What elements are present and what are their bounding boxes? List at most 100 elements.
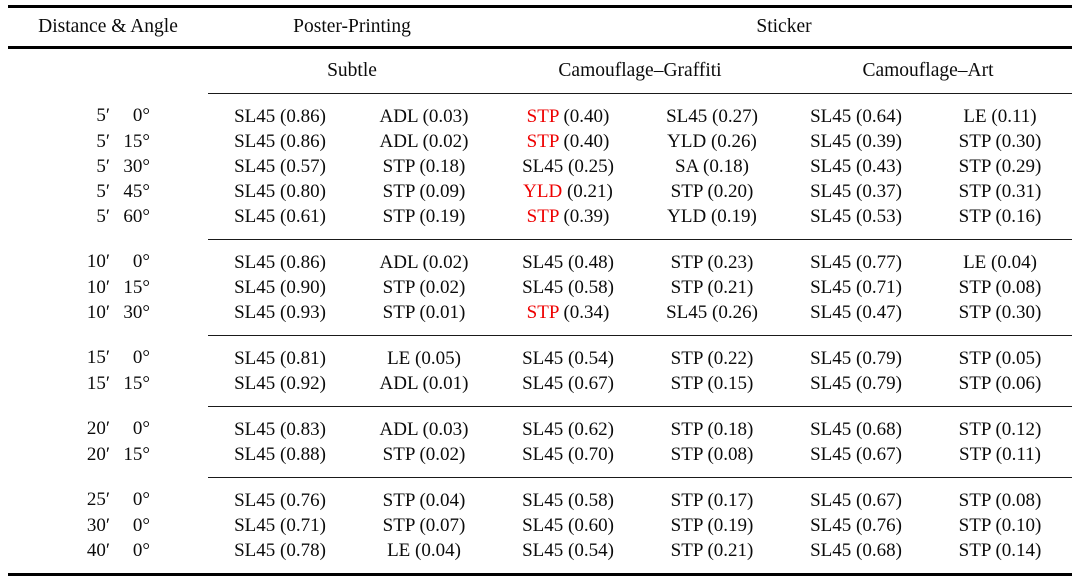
attack-label: STP [959, 443, 992, 465]
attack-label: SL45 [234, 514, 276, 536]
result-cell: SL45 (0.88) [208, 442, 352, 478]
result-cell: STP (0.11) [928, 442, 1072, 478]
confidence-value: (0.34) [563, 301, 610, 323]
result-cell: SL45 (0.58) [496, 275, 640, 300]
result-cell: SL45 (0.83) [208, 406, 352, 442]
result-cell: STP (0.19) [640, 513, 784, 538]
table-row: 5′ 45° SL45 (0.80) STP (0.09) YLD (0.21) STP … [8, 179, 1072, 204]
column-group-poster-printing: Poster-Printing [208, 6, 496, 49]
attack-label-highlighted: YLD [523, 180, 563, 202]
result-cell: SL45 (0.79) [784, 335, 928, 371]
confidence-value: (0.48) [568, 251, 614, 273]
result-cell: SL45 (0.81) [208, 335, 352, 371]
attack-label: SL45 [810, 418, 852, 440]
confidence-value: (0.31) [995, 180, 1042, 202]
attack-label-highlighted: STP [526, 130, 559, 152]
table-row: 15′ 0° SL45 (0.81) LE (0.05) SL45 (0.54) STP … [8, 335, 1072, 371]
confidence-value: (0.78) [280, 539, 326, 561]
attack-label: LE [387, 539, 411, 561]
table-row: 20′ 0° SL45 (0.83) ADL (0.03) SL45 (0.62) STP… [8, 406, 1072, 443]
attack-label: ADL [379, 130, 418, 152]
result-cell: SL45 (0.61) [208, 204, 352, 240]
result-cell: SL45 (0.27) [640, 93, 784, 129]
confidence-value: (0.83) [280, 418, 326, 440]
confidence-value: (0.67) [568, 372, 614, 394]
attack-label: SL45 [666, 105, 708, 127]
result-cell: LE (0.04) [928, 239, 1072, 275]
confidence-value: (0.11) [995, 443, 1041, 465]
result-cell: STP (0.15) [640, 371, 784, 407]
confidence-value: (0.26) [712, 301, 758, 323]
result-cell: STP (0.21) [640, 538, 784, 575]
distance-value: 20′ [86, 443, 110, 465]
subgroup-camouflage-graffiti: Camouflage–Graffiti [558, 60, 722, 81]
attack-label: STP [670, 347, 703, 369]
result-cell: ADL (0.01) [352, 371, 496, 407]
table-header: Distance & Angle Poster-Printing Sticker… [8, 6, 1072, 94]
confidence-value: (0.79) [856, 347, 902, 369]
distance-angle-cell: 20′ 0° [8, 407, 208, 443]
confidence-value: (0.02) [422, 251, 469, 273]
confidence-value: (0.08) [995, 489, 1042, 511]
confidence-value: (0.90) [280, 276, 326, 298]
attack-label: SL45 [234, 539, 276, 561]
angle-value: 0° [132, 105, 150, 127]
result-cell: SL45 (0.67) [784, 477, 928, 513]
result-cell: SL45 (0.53) [784, 204, 928, 240]
attack-label: SL45 [810, 205, 852, 227]
confidence-value: (0.29) [995, 155, 1042, 177]
result-cell: SL45 (0.68) [784, 406, 928, 442]
table-row: 25′ 0° SL45 (0.76) STP (0.04) SL45 (0.58) STP… [8, 477, 1072, 514]
attack-label: STP [958, 347, 991, 369]
confidence-value: (0.67) [856, 443, 902, 465]
confidence-value: (0.19) [707, 514, 754, 536]
distance-value: 5′ [96, 130, 110, 152]
result-cell: STP (0.20) [640, 179, 784, 204]
result-cell: SL45 (0.54) [496, 538, 640, 575]
header-row-top: Distance & Angle Poster-Printing Sticker [8, 6, 1072, 49]
result-cell: STP (0.29) [928, 154, 1072, 179]
confidence-value: (0.10) [995, 514, 1042, 536]
attack-label: SL45 [522, 155, 564, 177]
result-cell: STP (0.30) [928, 300, 1072, 336]
attack-label: STP [382, 489, 415, 511]
attack-label: SL45 [810, 155, 852, 177]
distance-angle-cell: 5′ 45° [8, 179, 208, 204]
confidence-value: (0.01) [419, 301, 466, 323]
result-cell: STP (0.14) [928, 538, 1072, 575]
result-cell: ADL (0.03) [352, 93, 496, 129]
table-row: 15′ 15° SL45 (0.92) ADL (0.01) SL45 (0.67) ST… [8, 371, 1072, 407]
row-group-1: 5′ 0° SL45 (0.86) ADL (0.03) STP (0.40) SL45 … [8, 93, 1072, 240]
result-cell: SL45 (0.78) [208, 538, 352, 575]
confidence-value: (0.08) [707, 443, 754, 465]
distance-angle-cell: 10′ 0° [8, 240, 208, 276]
result-cell: SL45 (0.90) [208, 275, 352, 300]
result-cell: SL45 (0.60) [496, 513, 640, 538]
table-row: 30′ 0° SL45 (0.71) STP (0.07) SL45 (0.60) STP… [8, 513, 1072, 538]
confidence-value: (0.17) [707, 489, 754, 511]
distance-angle-cell: 5′ 15° [8, 129, 208, 154]
result-cell: SL45 (0.57) [208, 154, 352, 179]
confidence-value: (0.04) [415, 539, 461, 561]
confidence-value: (0.76) [856, 514, 902, 536]
attack-label: SL45 [234, 130, 276, 152]
confidence-value: (0.07) [419, 514, 466, 536]
attack-label: STP [958, 276, 991, 298]
confidence-value: (0.02) [419, 443, 466, 465]
attack-label: STP [670, 276, 703, 298]
distance-value: 5′ [96, 180, 110, 202]
attack-label: LE [963, 251, 987, 273]
angle-value: 15° [123, 372, 150, 394]
result-cell: SL45 (0.47) [784, 300, 928, 336]
attack-label: STP [958, 539, 991, 561]
result-cell: STP (0.22) [640, 335, 784, 371]
row-group-2: 10′ 0° SL45 (0.86) ADL (0.02) SL45 (0.48) STP… [8, 239, 1072, 336]
attack-label: SL45 [666, 301, 708, 323]
confidence-value: (0.92) [280, 372, 326, 394]
distance-angle-cell: 25′ 0° [8, 478, 208, 514]
result-cell: SL45 (0.86) [208, 129, 352, 154]
confidence-value: (0.03) [422, 105, 469, 127]
attack-label: SL45 [810, 105, 852, 127]
attack-label: YLD [667, 205, 707, 227]
attack-label: SL45 [234, 155, 276, 177]
